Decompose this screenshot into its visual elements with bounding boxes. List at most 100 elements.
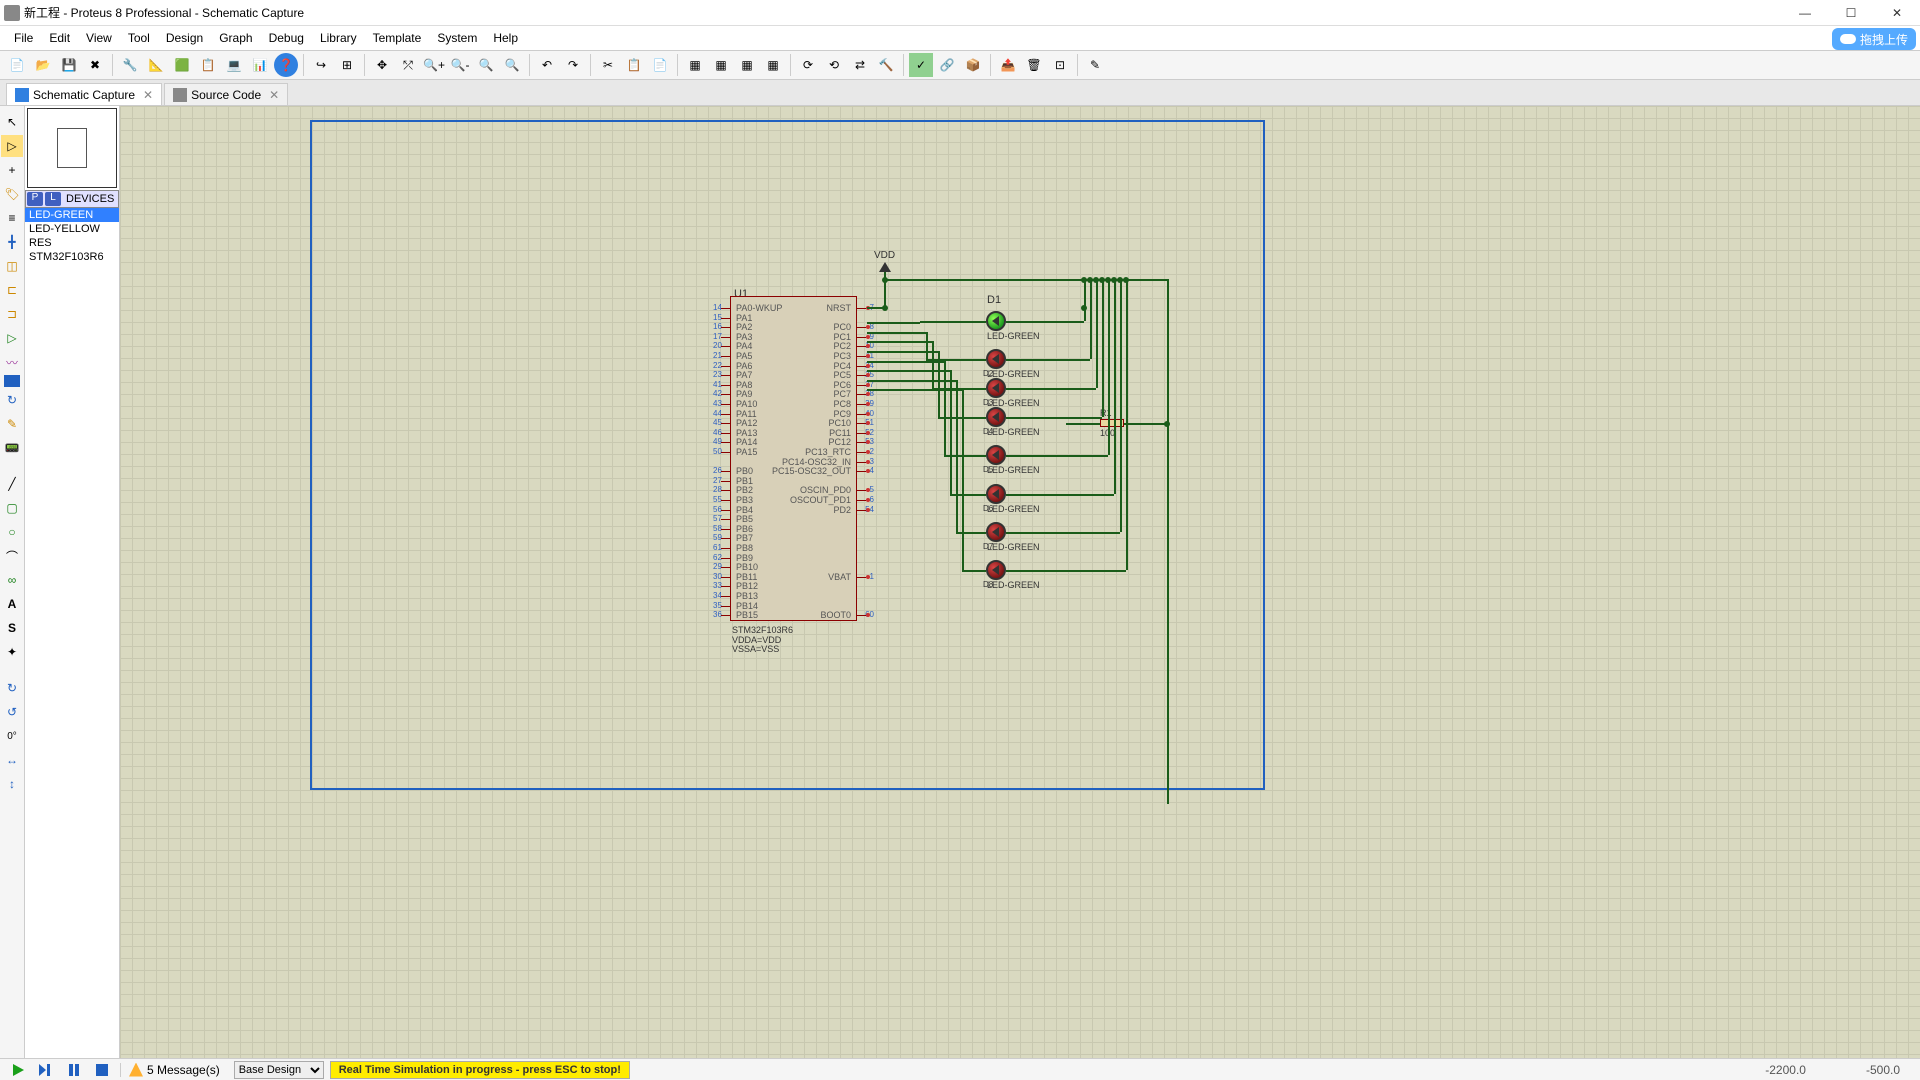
led-label: LED-GREEN [987, 542, 1040, 552]
tab-schematic-capture[interactable]: Schematic Capture✕ [6, 83, 162, 105]
block4-button[interactable]: ▦ [761, 53, 785, 77]
block2-button[interactable]: ▦ [709, 53, 733, 77]
undo-button[interactable]: ↶ [535, 53, 559, 77]
block-button[interactable]: ▦ [683, 53, 707, 77]
device-item[interactable]: RES [25, 236, 119, 250]
menu-file[interactable]: File [6, 31, 41, 45]
new-button[interactable]: 📄 [5, 53, 29, 77]
close-proj-button[interactable]: ✖ [83, 53, 107, 77]
menu-view[interactable]: View [78, 31, 120, 45]
wire [1120, 279, 1122, 532]
design-select[interactable]: Base Design [234, 1061, 324, 1079]
rotate-cw-button[interactable]: ⟳ [796, 53, 820, 77]
edit-button[interactable]: ✎ [1083, 53, 1107, 77]
tools-button[interactable]: 🔨 [874, 53, 898, 77]
cut-button[interactable]: ✂ [596, 53, 620, 77]
terminal-mode[interactable]: ⊏ [1, 279, 23, 301]
device-pin-mode[interactable]: ⊐ [1, 303, 23, 325]
current-probe-mode[interactable]: ✎ [1, 413, 23, 435]
mirror-button[interactable]: ⇄ [848, 53, 872, 77]
save-button[interactable]: 💾 [57, 53, 81, 77]
paste-button[interactable]: 📄 [648, 53, 672, 77]
menu-template[interactable]: Template [365, 31, 430, 45]
comp-button[interactable]: ⊡ [1048, 53, 1072, 77]
block3-button[interactable]: ▦ [735, 53, 759, 77]
rotate-ccw[interactable]: ↺ [1, 701, 23, 723]
mcu-chip[interactable]: PA0-WKUP14PA115PA216PA317PA420PA521PA622… [730, 296, 857, 621]
export-button[interactable]: 📤 [996, 53, 1020, 77]
code-button[interactable]: 💻 [222, 53, 246, 77]
devices-list[interactable]: LED-GREENLED-YELLOWRESSTM32F103R6 [25, 208, 119, 1058]
parts-button[interactable]: 📦 [961, 53, 985, 77]
box-mode[interactable]: ▢ [1, 497, 23, 519]
zoom-fit-button[interactable]: 🔍 [474, 53, 498, 77]
text-mode[interactable]: A [1, 593, 23, 615]
device-item[interactable]: LED-GREEN [25, 208, 119, 222]
menu-edit[interactable]: Edit [41, 31, 78, 45]
redo-button[interactable]: ↷ [561, 53, 585, 77]
zoom-out-button[interactable]: 🔍- [448, 53, 472, 77]
symbol-mode[interactable]: S [1, 617, 23, 639]
stop-button[interactable] [90, 1061, 114, 1079]
upload-button[interactable]: 拖拽上传 [1832, 28, 1916, 50]
play-button[interactable] [6, 1061, 30, 1079]
help-button[interactable]: ❓ [274, 53, 298, 77]
schematic-canvas[interactable]: VDD U1 PA0-WKUP14PA115PA216PA317PA420PA5… [120, 106, 1920, 1058]
label-mode[interactable]: 🏷 [1, 183, 23, 205]
open-button[interactable]: 📂 [31, 53, 55, 77]
virtual-instrument-mode[interactable]: 📟 [1, 437, 23, 459]
line-mode[interactable]: ╱ [1, 473, 23, 495]
marker-mode[interactable]: ✦ [1, 641, 23, 663]
move-button[interactable]: ⤱ [396, 53, 420, 77]
schematic-button[interactable]: 📐 [144, 53, 168, 77]
component-mode[interactable]: ▷ [1, 135, 23, 157]
flip-v[interactable]: ↕ [1, 773, 23, 795]
erc-button[interactable]: ✓ [909, 53, 933, 77]
generator-mode[interactable] [4, 375, 20, 387]
path-mode[interactable]: ∞ [1, 569, 23, 591]
rotate-ccw-button[interactable]: ⟲ [822, 53, 846, 77]
del-button[interactable]: 🗑 [1022, 53, 1046, 77]
device-item[interactable]: STM32F103R6 [25, 250, 119, 264]
pan-button[interactable]: ✥ [370, 53, 394, 77]
zoom-area-button[interactable]: 🔍 [500, 53, 524, 77]
menu-tool[interactable]: Tool [120, 31, 158, 45]
nav-button[interactable]: 🔧 [118, 53, 142, 77]
tape-mode[interactable]: 〰 [1, 351, 23, 373]
menu-help[interactable]: Help [485, 31, 526, 45]
copy-button[interactable]: 📋 [622, 53, 646, 77]
undo-arrow-button[interactable]: ↪ [309, 53, 333, 77]
close-button[interactable]: ✕ [1874, 0, 1920, 26]
step-button[interactable] [34, 1061, 58, 1079]
tab-source-code[interactable]: Source Code✕ [164, 83, 288, 105]
bus-mode[interactable]: ╋ [1, 231, 23, 253]
device-item[interactable]: LED-YELLOW [25, 222, 119, 236]
selection-mode[interactable]: ↖ [1, 111, 23, 133]
text-script-mode[interactable]: ≡ [1, 207, 23, 229]
tab-close[interactable]: ✕ [143, 88, 153, 102]
arc-mode[interactable]: ⌒ [1, 545, 23, 567]
bom-button[interactable]: 📋 [196, 53, 220, 77]
tab-close[interactable]: ✕ [269, 88, 279, 102]
menu-system[interactable]: System [429, 31, 485, 45]
menu-graph[interactable]: Graph [211, 31, 260, 45]
menu-design[interactable]: Design [158, 31, 211, 45]
menu-debug[interactable]: Debug [261, 31, 312, 45]
flip-h[interactable]: ↔ [1, 749, 23, 771]
subcircuit-mode[interactable]: ◫ [1, 255, 23, 277]
rotate-cw[interactable]: ↻ [1, 677, 23, 699]
pause-button[interactable] [62, 1061, 86, 1079]
circle-mode[interactable]: ○ [1, 521, 23, 543]
junction-mode[interactable]: + [1, 159, 23, 181]
menu-library[interactable]: Library [312, 31, 365, 45]
maximize-button[interactable]: ☐ [1828, 0, 1874, 26]
netlist-button[interactable]: 🔗 [935, 53, 959, 77]
pcb-button[interactable]: 🟩 [170, 53, 194, 77]
vsm-button[interactable]: 📊 [248, 53, 272, 77]
voltage-probe-mode[interactable]: ↻ [1, 389, 23, 411]
minimize-button[interactable]: — [1782, 0, 1828, 26]
grid-button[interactable]: ⊞ [335, 53, 359, 77]
zoom-in-button[interactable]: 🔍+ [422, 53, 446, 77]
messages-button[interactable]: 5 Message(s) [120, 1063, 228, 1077]
graph-mode[interactable]: ▷ [1, 327, 23, 349]
